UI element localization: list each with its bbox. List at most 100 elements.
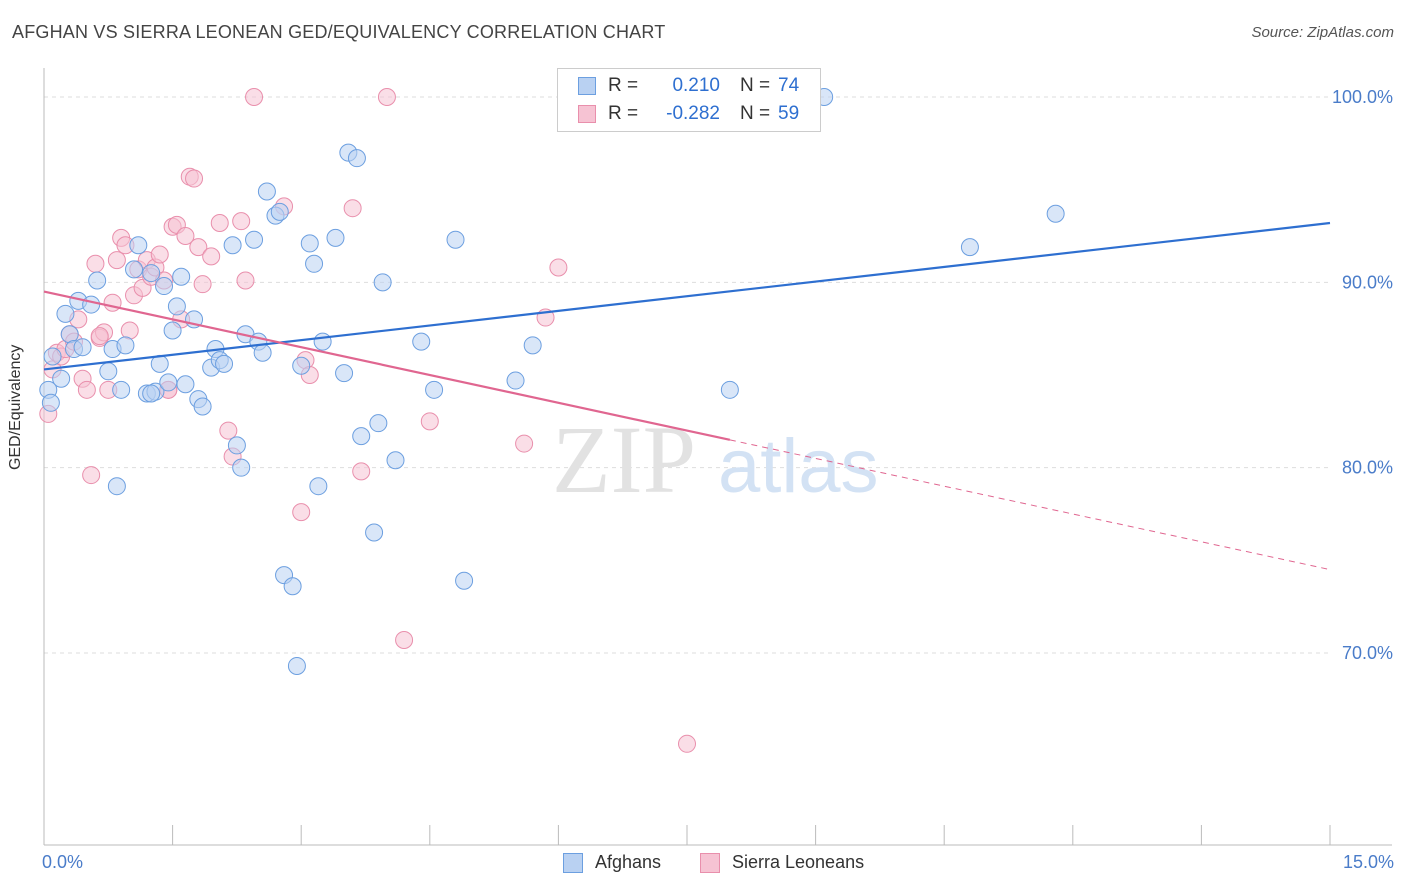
data-point	[352, 427, 371, 446]
data-point	[287, 656, 306, 675]
data-point	[189, 238, 208, 257]
x-tick-max: 15.0%	[1342, 852, 1394, 872]
data-point	[446, 230, 465, 249]
data-point	[73, 338, 92, 357]
data-point	[292, 356, 311, 375]
data-point	[86, 254, 105, 273]
correlation-legend: R = 0.210 N = 74 R = -0.282 N = 59	[557, 68, 821, 132]
watermark-atlas: atlas	[718, 424, 879, 509]
watermark-zip: ZIP	[552, 406, 696, 513]
y-tick-label: 80.0%	[1342, 458, 1393, 478]
data-point	[270, 202, 289, 221]
y-axis-label: GED/Equivalency	[7, 344, 24, 470]
legend-r-label: R =	[608, 75, 639, 96]
data-point	[232, 212, 251, 231]
data-point	[523, 336, 542, 355]
data-point	[41, 393, 60, 412]
data-point	[56, 304, 75, 323]
y-tick-label: 90.0%	[1342, 272, 1393, 292]
data-point	[335, 364, 354, 383]
data-point	[420, 412, 439, 431]
sierra-trend-line	[43, 290, 731, 441]
data-point	[232, 458, 251, 477]
data-point	[163, 321, 182, 340]
legend-item-afghans: Afghans	[563, 852, 661, 873]
data-point	[1046, 204, 1065, 223]
trend-lines	[43, 221, 1331, 571]
data-point	[43, 347, 62, 366]
data-point	[90, 327, 109, 346]
data-point	[227, 436, 246, 455]
data-point	[176, 375, 195, 394]
data-point	[159, 373, 178, 392]
series-sierra-leoneans	[39, 88, 696, 753]
data-point	[292, 503, 311, 522]
data-point	[720, 380, 739, 399]
data-point	[245, 230, 264, 249]
data-point	[176, 226, 195, 245]
legend-item-sierra-leoneans: Sierra Leoneans	[700, 852, 864, 873]
legend-r-value: 0.210	[672, 75, 720, 96]
data-point	[352, 462, 371, 481]
sierra-swatch	[578, 105, 596, 123]
data-point	[112, 380, 131, 399]
y-tick-labels: 70.0% 80.0% 90.0% 100.0%	[1332, 87, 1393, 663]
data-point	[455, 571, 474, 590]
data-point	[253, 343, 272, 362]
data-point	[347, 149, 366, 168]
data-point	[515, 434, 534, 453]
afghan-trend-line	[43, 221, 1331, 371]
data-point	[309, 477, 328, 496]
y-tick-label: 70.0%	[1342, 643, 1393, 663]
data-point	[193, 397, 212, 416]
legend-r-value: -0.282	[666, 103, 720, 124]
y-tick-label: 100.0%	[1332, 87, 1393, 107]
data-point	[107, 251, 126, 270]
data-point	[99, 362, 118, 381]
data-point	[223, 236, 242, 255]
data-point	[305, 254, 324, 273]
data-point	[202, 247, 221, 266]
data-point	[82, 295, 101, 314]
sierra-legend-swatch	[700, 852, 720, 873]
data-point	[300, 234, 319, 253]
legend-row-afghans: R = 0.210 N = 74	[558, 73, 799, 99]
data-point	[107, 477, 126, 496]
data-point	[150, 245, 169, 264]
data-point	[52, 369, 71, 388]
data-point	[210, 214, 229, 233]
gridlines	[44, 96, 1330, 654]
data-point	[373, 273, 392, 292]
source-label: Source: ZipAtlas.com	[1251, 24, 1394, 41]
legend-sierra-label: Sierra Leoneans	[732, 852, 865, 872]
data-point	[185, 169, 204, 188]
data-point	[960, 238, 979, 257]
afghan-swatch	[578, 77, 596, 95]
data-point	[313, 332, 332, 351]
data-point	[193, 275, 212, 294]
legend-n-label: N =	[740, 103, 771, 124]
legend-n-value: 74	[778, 75, 800, 96]
legend-r-label: R =	[608, 103, 639, 124]
data-point	[155, 277, 174, 296]
data-point	[283, 577, 302, 596]
data-point	[678, 734, 696, 753]
data-point	[82, 466, 101, 485]
data-point	[395, 631, 414, 650]
data-point	[77, 380, 96, 399]
data-point	[142, 264, 161, 283]
legend-n-label: N =	[740, 75, 771, 96]
data-point	[257, 182, 276, 201]
data-point	[425, 380, 444, 399]
chart-title: AFGHAN VS SIERRA LEONEAN GED/EQUIVALENCY…	[12, 22, 666, 42]
axes	[43, 68, 1392, 846]
data-point	[365, 523, 384, 542]
data-point	[125, 260, 144, 279]
data-point	[549, 258, 568, 277]
data-point	[172, 267, 191, 286]
data-point	[60, 325, 79, 344]
sierra-trend-extension	[729, 439, 1331, 571]
data-point	[386, 451, 405, 470]
data-point	[343, 199, 362, 218]
